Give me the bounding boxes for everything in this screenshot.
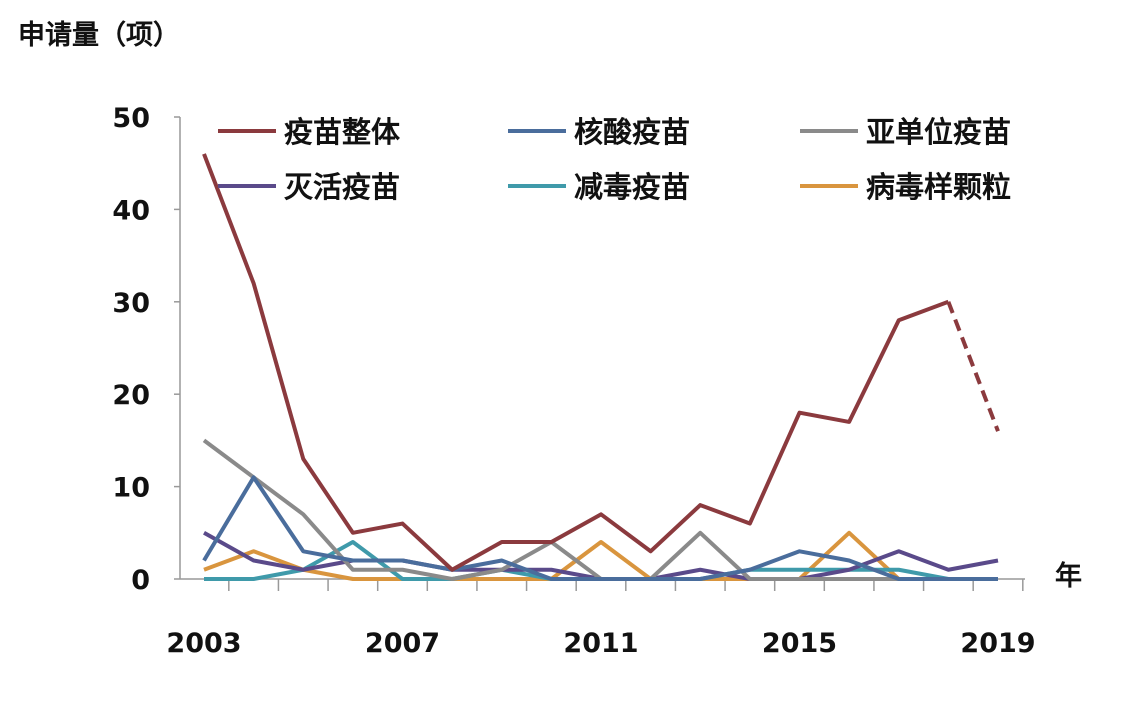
x-tick-label: 2019 [960,628,1035,659]
y-tick-label: 0 [131,565,150,596]
y-tick-label: 30 [112,288,150,319]
y-tick-label: 10 [112,473,150,504]
y-tick-label: 50 [112,103,150,134]
x-axis-label: 年 [1055,560,1082,592]
series-line-projected [946,301,1000,432]
x-tick-label: 2011 [563,628,638,659]
legend-label: 病毒样颗粒 [866,170,1011,204]
axes: 0 10 20 30 40 50 2003 2007 2011 2015 2019 [112,103,1035,659]
legend-label: 核酸疫苗 [574,115,690,149]
x-tick-label: 2003 [166,628,241,659]
y-tick-label: 40 [112,195,150,226]
series-line [202,475,998,581]
legend-label: 灭活疫苗 [284,170,400,204]
x-tick-label: 2015 [762,628,837,659]
legend-label: 亚单位疫苗 [866,115,1011,149]
x-tick-label: 2007 [365,628,440,659]
series-line [202,153,950,572]
y-axis-label: 申请量（项） [18,20,180,51]
y-tick-label: 20 [112,380,150,411]
series-line [203,530,998,581]
legend-label: 减毒疫苗 [574,170,690,204]
series-lines [202,153,1000,581]
legend-label: 疫苗整体 [284,115,401,149]
